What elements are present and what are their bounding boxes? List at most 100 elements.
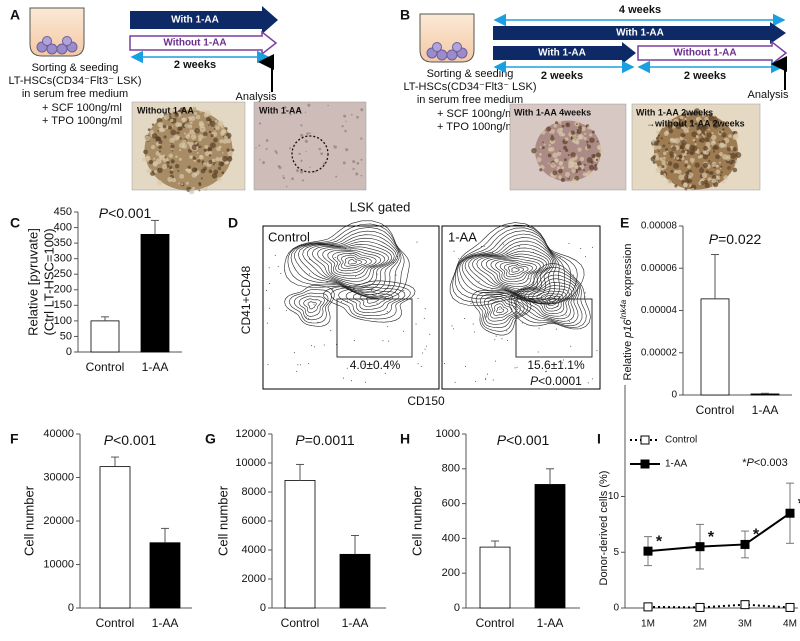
event (557, 305, 559, 307)
cell (208, 159, 213, 165)
contour (495, 260, 537, 282)
cell (727, 166, 732, 171)
cell (341, 125, 344, 128)
cell (715, 169, 721, 174)
cell (360, 174, 363, 177)
cell (541, 146, 545, 150)
cell (547, 153, 552, 158)
y-tick-label: 350 (54, 237, 72, 249)
event (311, 345, 313, 347)
cell (304, 111, 307, 114)
cell (157, 130, 160, 132)
cell (197, 159, 201, 163)
cell (721, 128, 724, 131)
y-tick-label: 0.00006 (641, 263, 678, 274)
event (417, 363, 419, 365)
cell (162, 163, 168, 170)
cell (163, 114, 170, 121)
significance: * (656, 533, 663, 550)
event (461, 258, 463, 260)
cell (326, 154, 329, 157)
contour (302, 237, 397, 291)
event (494, 339, 496, 341)
micrograph-frame (509, 103, 627, 191)
cell (670, 137, 676, 143)
cell (157, 180, 163, 185)
cell (571, 168, 577, 174)
cell (668, 128, 674, 134)
cell (213, 127, 216, 131)
x-tick-label: Control (281, 616, 320, 630)
cell (723, 175, 729, 181)
cell (213, 137, 218, 143)
cell (593, 166, 598, 171)
cell (708, 159, 711, 163)
cell (184, 106, 189, 111)
contour (327, 249, 382, 277)
cell (575, 130, 578, 133)
cell (231, 148, 235, 152)
event (266, 289, 268, 291)
cell (585, 125, 588, 128)
event (545, 371, 547, 373)
event (425, 345, 427, 347)
cell (144, 135, 151, 142)
contour (532, 288, 570, 314)
event (464, 317, 466, 319)
event (384, 372, 386, 374)
contour (347, 259, 357, 265)
cell (566, 122, 569, 126)
cell (586, 144, 591, 149)
event (297, 364, 299, 366)
cell (208, 130, 212, 134)
cell (675, 170, 679, 174)
arrow-without (129, 30, 278, 56)
event (550, 252, 552, 254)
cell (352, 160, 356, 164)
cell (185, 181, 189, 185)
cell (677, 169, 682, 175)
micrograph-frame (253, 101, 367, 191)
contour (483, 295, 521, 325)
contour (486, 256, 545, 287)
event (370, 290, 372, 292)
marker (643, 602, 653, 612)
cell (689, 157, 695, 163)
cell (195, 114, 201, 120)
event (565, 314, 567, 316)
event (562, 362, 564, 364)
cell (201, 160, 205, 163)
cell (208, 154, 212, 157)
contour (540, 292, 564, 309)
event (415, 323, 417, 325)
cell (181, 117, 186, 123)
cell (655, 130, 660, 134)
cell (564, 137, 569, 142)
event (516, 366, 518, 368)
cell (182, 139, 187, 145)
event (470, 303, 472, 305)
event (330, 330, 332, 332)
contour (544, 294, 560, 307)
event (556, 328, 558, 330)
cell (224, 160, 228, 165)
event (363, 363, 365, 365)
cell (265, 139, 269, 142)
cell (703, 145, 708, 151)
cell (708, 128, 711, 131)
event (376, 302, 378, 304)
cell (581, 126, 586, 132)
cell (207, 146, 212, 152)
cell (699, 168, 705, 174)
cell (220, 129, 226, 135)
event (480, 246, 482, 248)
cell (191, 144, 198, 151)
y-tick-label: 1000 (436, 428, 460, 440)
cell (652, 155, 657, 159)
event (416, 241, 418, 243)
contour (330, 283, 411, 320)
event (423, 317, 425, 319)
event (386, 310, 388, 312)
cell (300, 159, 303, 162)
cell (309, 166, 311, 169)
